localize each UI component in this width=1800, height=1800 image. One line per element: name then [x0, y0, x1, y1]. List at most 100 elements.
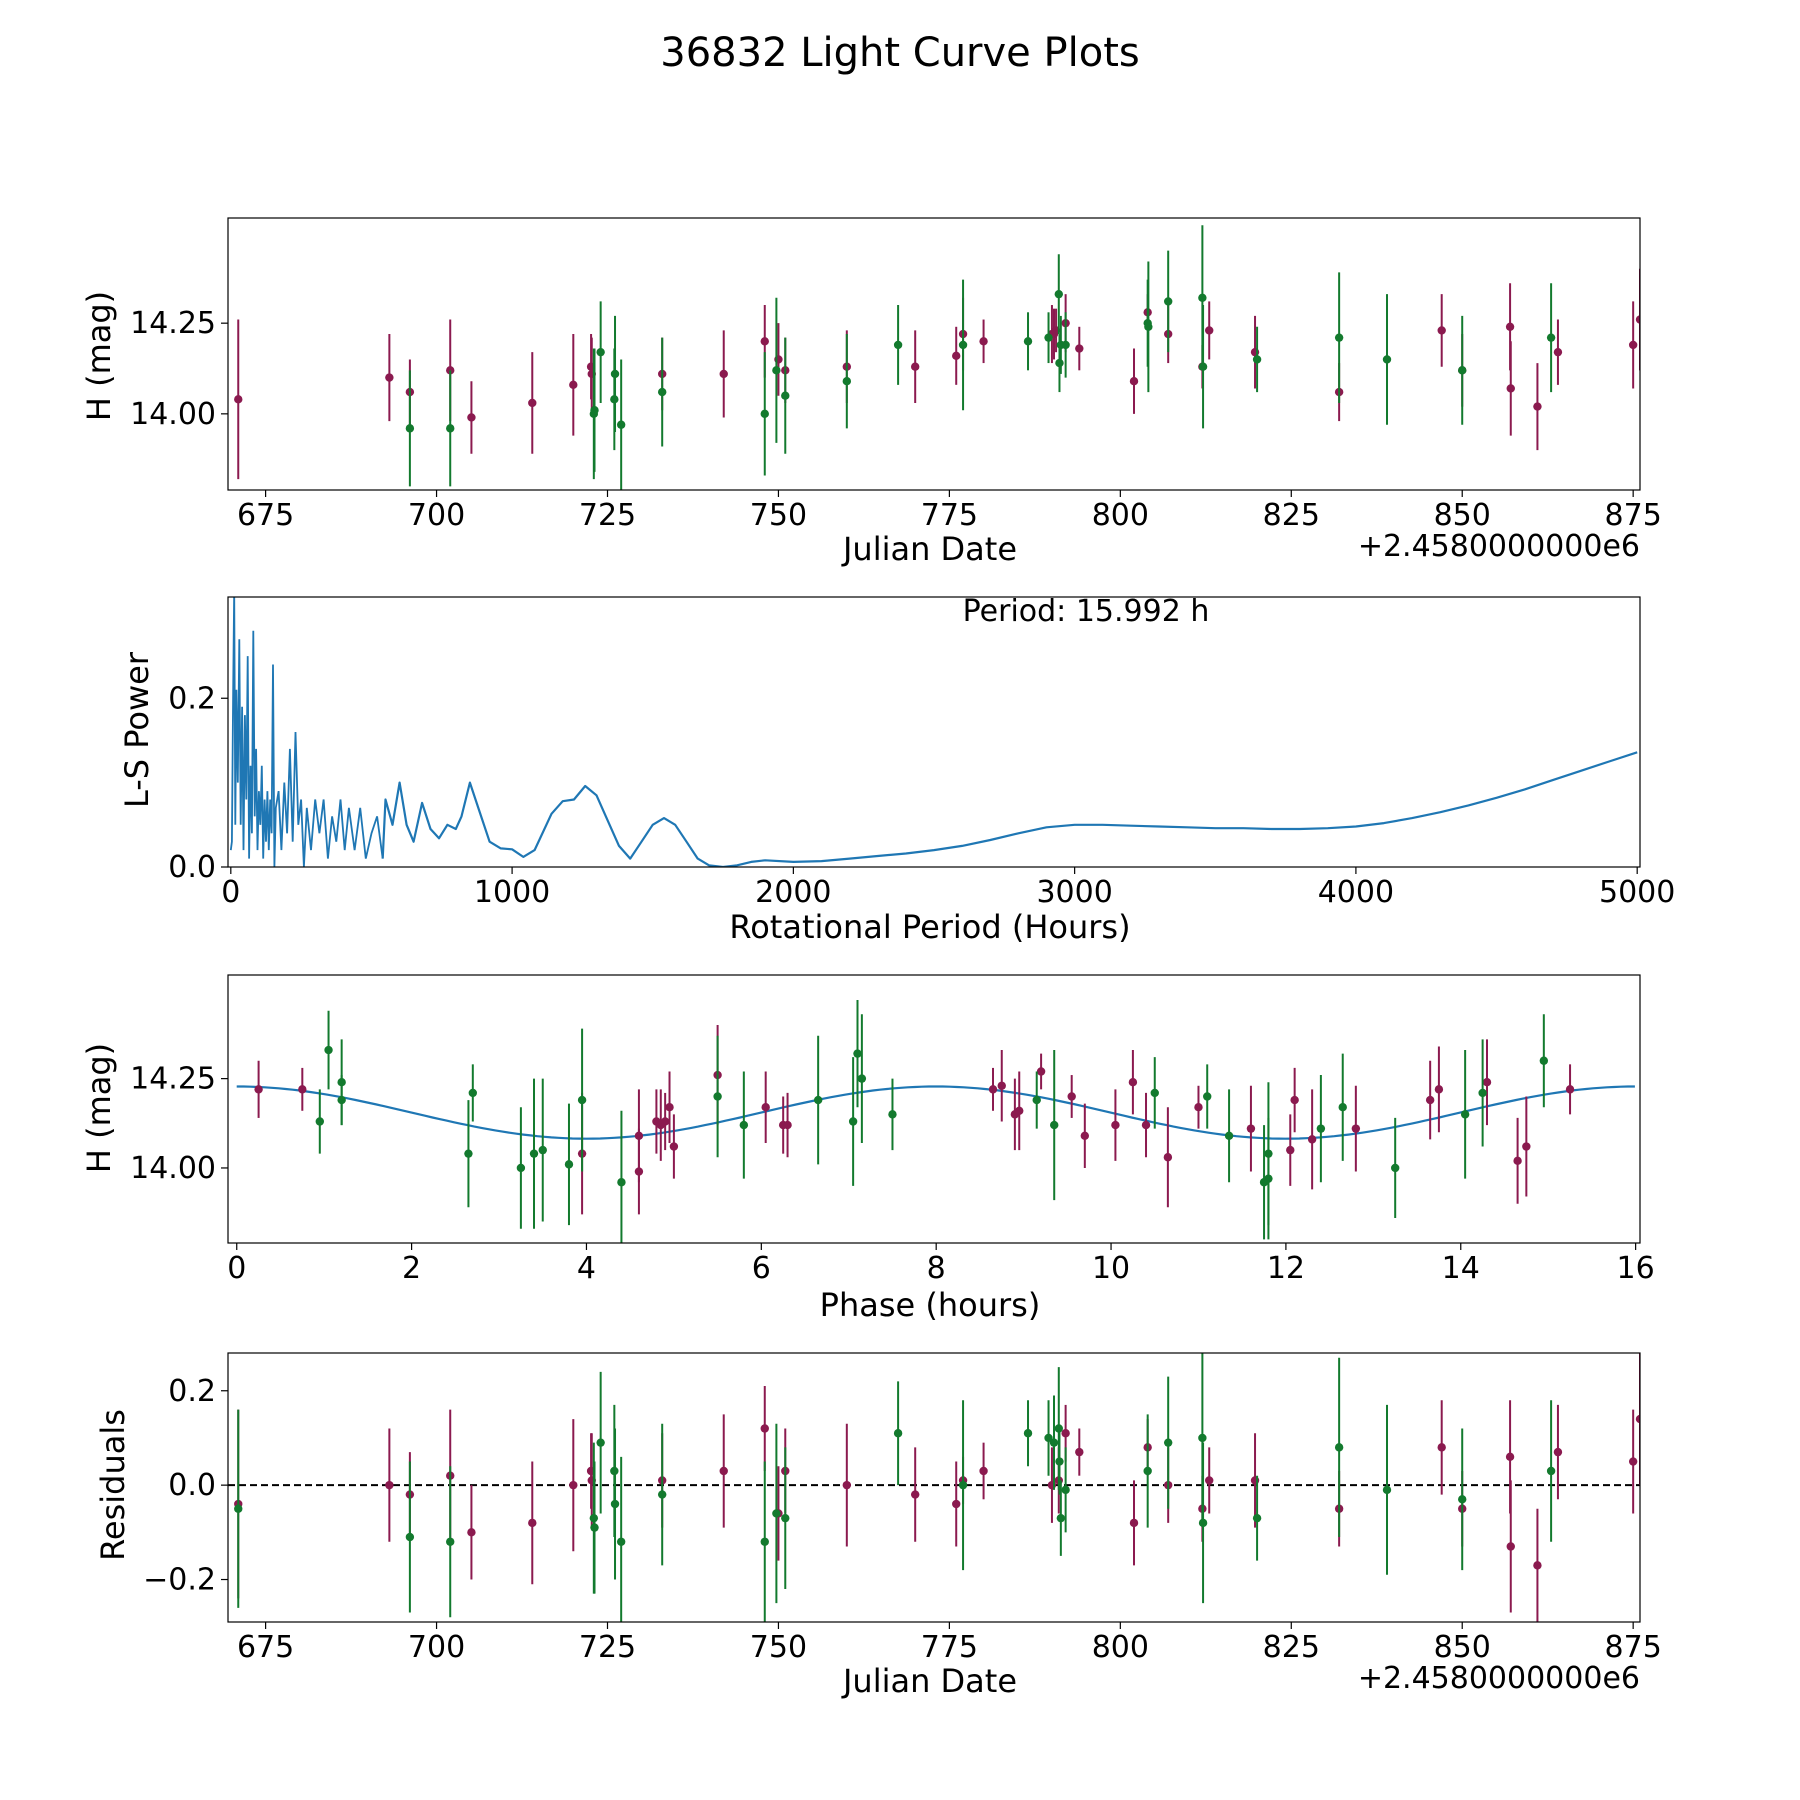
- light-curve-series-filter-b: [405, 225, 1556, 490]
- period-annotation: Period: 15.992 h: [963, 594, 1210, 629]
- light-curve-xlabel: Julian Date: [841, 530, 1017, 568]
- periodogram-xtick-label: 3000: [1036, 875, 1112, 910]
- light-curve-panel: H (mag) Julian Date +2.4580000000e6 675 7…: [80, 217, 1662, 568]
- phased-point: [665, 1103, 674, 1112]
- residuals-xtick-label: 725: [579, 1630, 636, 1665]
- phased-point: [997, 1081, 1006, 1090]
- light-curve-point: [1533, 402, 1542, 411]
- phased-point: [761, 1103, 770, 1112]
- light-curve-point: [385, 373, 394, 382]
- light-curve-offset-text: +2.4580000000e6: [1358, 529, 1640, 564]
- phased-point: [1565, 1085, 1575, 1094]
- phased-point: [1111, 1120, 1120, 1130]
- phased-point: [315, 1117, 325, 1126]
- periodogram-xtick-label: 5000: [1599, 875, 1675, 910]
- light-curve-point: [1163, 297, 1173, 306]
- light-curve-frame: [227, 217, 1641, 491]
- light-curve-data: [234, 225, 1640, 490]
- periodogram-xtick-label: 1000: [474, 875, 550, 910]
- residuals-frame: [227, 1352, 1641, 1623]
- phased-point: [1194, 1103, 1203, 1112]
- residuals-point: [1143, 1466, 1152, 1476]
- phased-point: [848, 1117, 858, 1126]
- light-curve-xtick-label: 800: [1092, 498, 1149, 533]
- residuals-ytick-label: −0.2: [143, 1563, 216, 1598]
- residuals-point: [910, 1490, 920, 1499]
- residuals-xtick-label: 825: [1263, 1630, 1320, 1665]
- residuals-point: [952, 1499, 961, 1509]
- residuals-panel: Residuals Julian Date +2.4580000000e6 67…: [94, 1352, 1662, 1700]
- phased-point: [713, 1092, 722, 1101]
- phased-point: [1425, 1095, 1435, 1105]
- light-curve-point: [1144, 322, 1153, 331]
- light-curve-point: [842, 377, 852, 386]
- light-curve-point: [952, 351, 961, 361]
- phased-point: [577, 1095, 587, 1105]
- residuals-point: [1061, 1429, 1070, 1438]
- light-curve-point: [1061, 340, 1070, 350]
- light-curve-point: [1334, 333, 1344, 342]
- light-curve-point: [234, 395, 243, 404]
- residuals-point: [781, 1513, 790, 1523]
- residuals-xtick-label: 775: [921, 1630, 978, 1665]
- phased-series-filter-b: [315, 1000, 1549, 1243]
- phased-data: [236, 1000, 1635, 1243]
- light-curve-point: [610, 369, 620, 379]
- residuals-ytick-label: 0.2: [168, 1374, 216, 1409]
- residuals-point: [528, 1518, 537, 1528]
- light-curve-point: [1635, 315, 1640, 324]
- light-curve-point: [760, 409, 769, 419]
- phased-point: [988, 1085, 998, 1094]
- phased-xtick-label: 0: [227, 1251, 246, 1286]
- residuals-point: [1437, 1443, 1446, 1452]
- phased-point: [1390, 1163, 1400, 1173]
- light-curve-point: [569, 380, 578, 390]
- residuals-point: [446, 1537, 455, 1546]
- light-curve-xtick-label: 875: [1605, 498, 1662, 533]
- light-curve-point: [1553, 347, 1563, 357]
- phased-point: [1290, 1095, 1299, 1105]
- residuals-point: [1055, 1457, 1064, 1466]
- residuals-point: [610, 1499, 620, 1509]
- light-curve-point: [958, 340, 968, 350]
- light-curve-point: [1055, 358, 1064, 368]
- light-curve-xtick-label: 850: [1434, 498, 1491, 533]
- phased-xtick-label: 8: [927, 1251, 946, 1286]
- phased-xtick-label: 10: [1092, 1251, 1130, 1286]
- phased-xtick-label: 4: [577, 1251, 596, 1286]
- periodogram-ytick-label: 0.0: [168, 850, 216, 885]
- phased-point: [1128, 1078, 1138, 1087]
- periodogram-data: [229, 597, 1638, 867]
- phased-panel: H (mag) Phase (hours) 0 2 4 6 8 10 12 14 16 14.00…: [80, 974, 1655, 1324]
- figure-title: 36832 Light Curve Plots: [660, 30, 1139, 76]
- light-curve-point: [772, 366, 781, 375]
- residuals-point: [1635, 1414, 1640, 1424]
- residuals-point: [772, 1509, 781, 1518]
- light-curve-point: [616, 420, 626, 429]
- residuals-xtick-label: 850: [1434, 1630, 1491, 1665]
- phased-point: [468, 1088, 478, 1098]
- light-curve-xtick-label: 750: [750, 498, 807, 533]
- residuals-xtick-label: 875: [1605, 1630, 1662, 1665]
- light-curve-point: [1546, 333, 1556, 342]
- phased-point: [1478, 1088, 1487, 1098]
- phased-point: [516, 1163, 526, 1173]
- periodogram-spikes-line: [229, 597, 384, 867]
- phased-xtick-label: 2: [402, 1251, 421, 1286]
- phased-point: [1482, 1078, 1492, 1087]
- periodogram-xtick-label: 4000: [1318, 875, 1394, 910]
- periodogram-ylabel: L-S Power: [118, 651, 156, 808]
- phased-xtick-label: 6: [752, 1251, 771, 1286]
- light-curve-point: [528, 398, 537, 408]
- phased-point: [1150, 1088, 1159, 1098]
- light-curve-point: [719, 369, 728, 379]
- phased-xtick-label: 16: [1617, 1251, 1655, 1286]
- light-curve-point: [1505, 322, 1515, 331]
- light-curve-point: [467, 413, 476, 422]
- phased-point: [1032, 1095, 1041, 1105]
- phased-point: [1513, 1156, 1522, 1166]
- phased-point: [1050, 1120, 1059, 1130]
- light-curve-ylabel: H (mag): [80, 291, 118, 421]
- phased-point: [1434, 1085, 1444, 1094]
- residuals-point: [1061, 1485, 1070, 1495]
